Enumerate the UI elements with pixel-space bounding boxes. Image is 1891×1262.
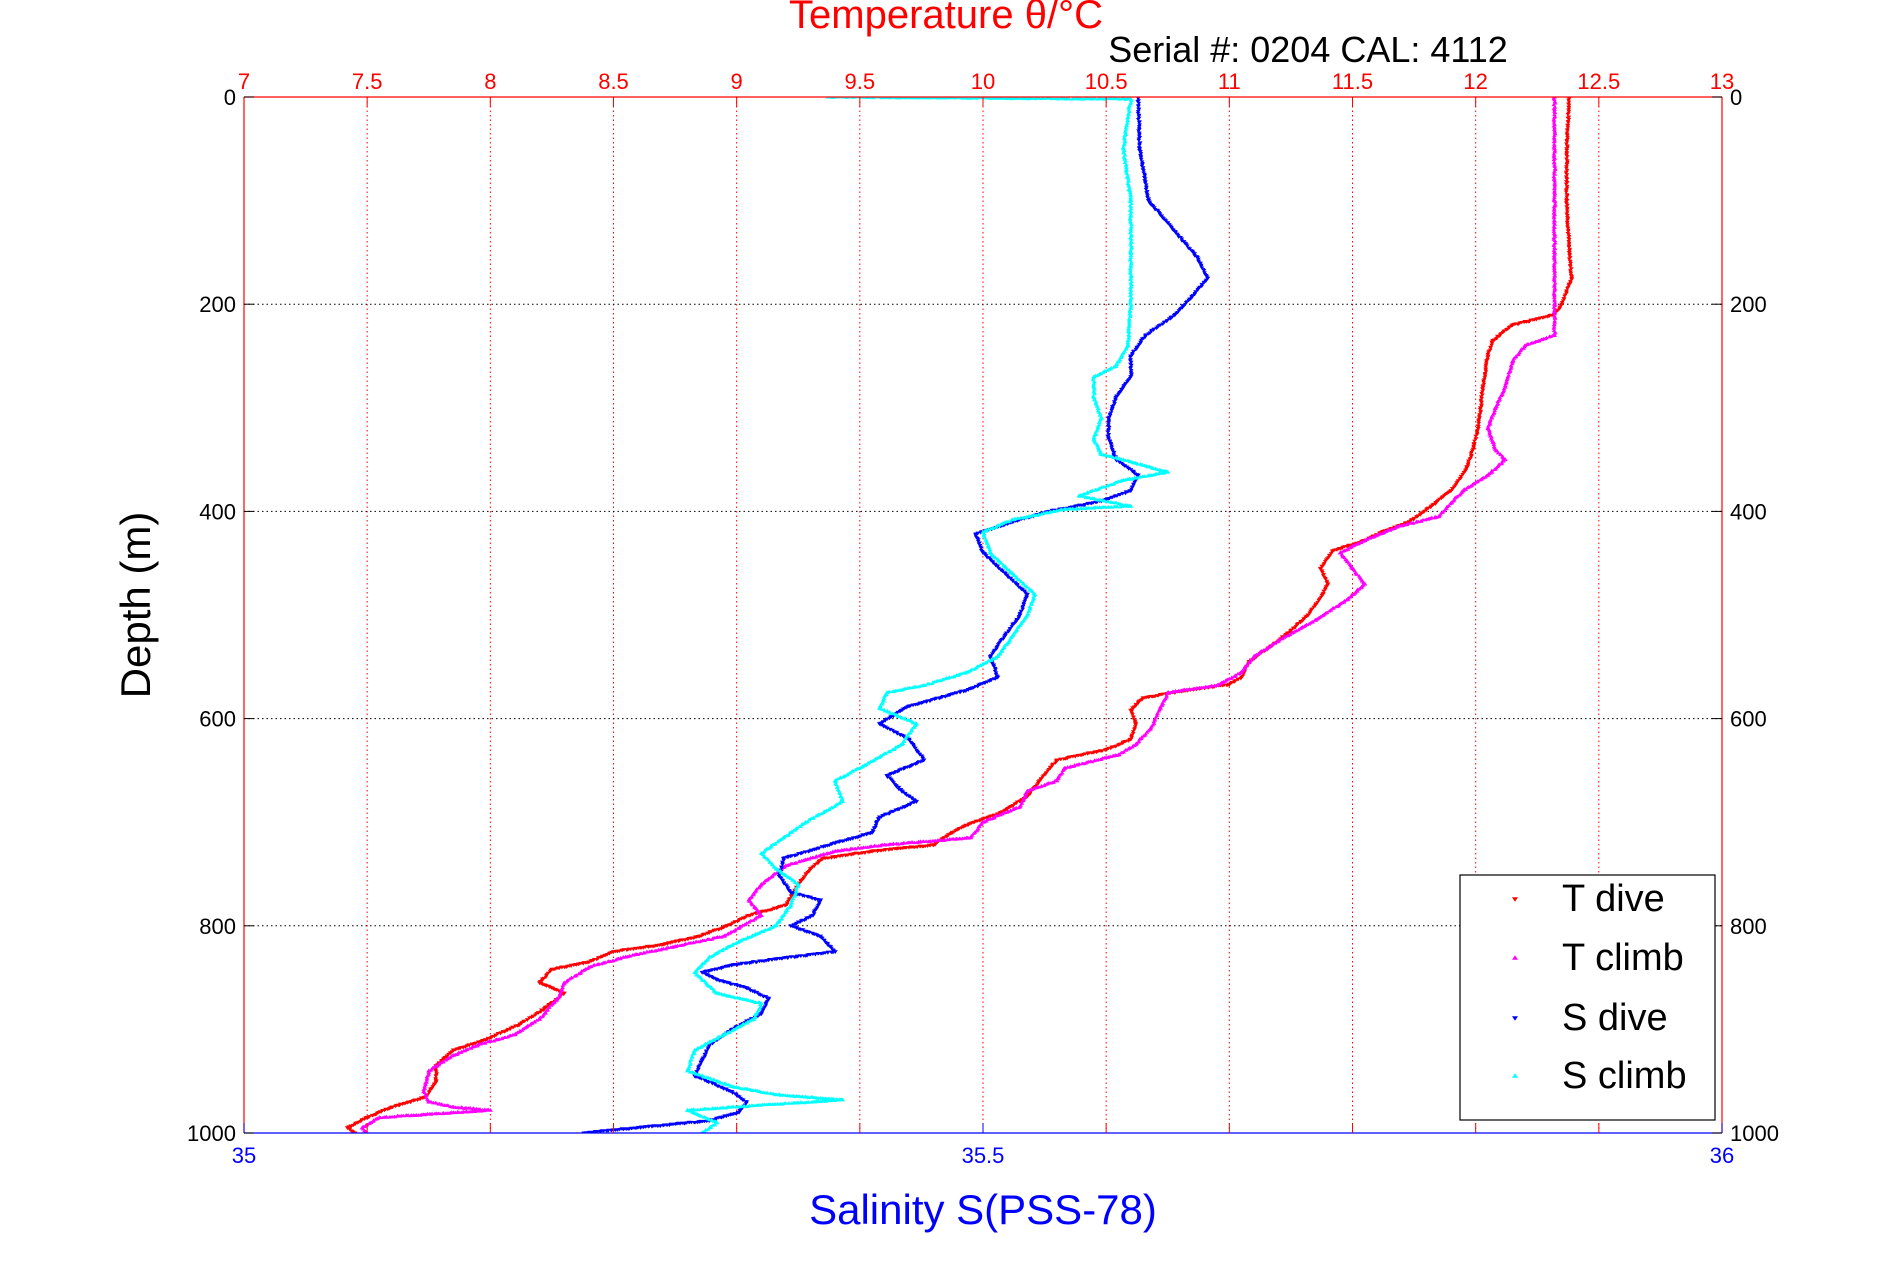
x-axis-label: Salinity S(PSS-78) xyxy=(809,1186,1157,1233)
bottom-tick-label: 36 xyxy=(1710,1143,1734,1168)
left-tick-label: 400 xyxy=(199,499,236,524)
top-tick-label: 7.5 xyxy=(352,69,383,94)
legend-label: T dive xyxy=(1562,878,1665,920)
top-tick-label: 8.5 xyxy=(598,69,629,94)
legend-label: S dive xyxy=(1562,997,1668,1039)
top-tick-label: 9.5 xyxy=(845,69,876,94)
right-tick-label: 800 xyxy=(1730,914,1767,939)
data-series xyxy=(344,97,1575,1133)
top-tick-label: 10.5 xyxy=(1085,69,1128,94)
series-s-climb xyxy=(684,97,1171,1133)
left-tick-label: 600 xyxy=(199,707,236,732)
series-markers xyxy=(581,97,1211,1133)
top-tick-label: 9 xyxy=(731,69,743,94)
bottom-axis-ticks: 35 35.5 36 xyxy=(232,1123,1734,1168)
chart-subtitle: Serial #: 0204 CAL: 4112 xyxy=(1108,29,1508,70)
top-tick-label: 11.5 xyxy=(1332,69,1373,94)
legend-label: T climb xyxy=(1562,937,1684,979)
legend-label: S climb xyxy=(1562,1055,1687,1097)
right-tick-label: 600 xyxy=(1730,707,1767,732)
series-s-dive xyxy=(581,97,1211,1133)
left-tick-label: 0 xyxy=(224,85,236,110)
top-axis-ticks: 7 7.5 8 8.5 9 9.5 10 10.5 11 11.5 12 12.5 13 xyxy=(238,69,1734,1133)
top-tick-label: 13 xyxy=(1710,69,1734,94)
series-markers xyxy=(684,97,1171,1133)
right-axis-ticks: 0 200 400 600 800 1000 xyxy=(1712,85,1779,1146)
legend-box xyxy=(1459,874,1716,1121)
bottom-tick-label: 35.5 xyxy=(962,1143,1005,1168)
top-tick-label: 11 xyxy=(1218,69,1241,94)
y-axis-label: Depth (m) xyxy=(112,512,159,699)
top-tick-label: 8 xyxy=(484,69,496,94)
top-tick-label: 12.5 xyxy=(1577,69,1620,94)
right-tick-label: 400 xyxy=(1730,499,1767,524)
top-tick-label: 12 xyxy=(1463,69,1487,94)
left-tick-label: 1000 xyxy=(187,1121,236,1146)
legend-marker-s-dive xyxy=(1512,1016,1518,1021)
left-tick-label: 200 xyxy=(199,292,236,317)
left-axis-ticks: 0 200 400 600 800 1000 xyxy=(187,85,254,1146)
top-tick-label: 7 xyxy=(238,69,250,94)
left-tick-label: 800 xyxy=(199,914,236,939)
bottom-tick-label: 35 xyxy=(232,1143,256,1168)
right-tick-label: 200 xyxy=(1730,292,1767,317)
grid-lines xyxy=(244,97,1722,1133)
legend: T dive T climb S dive S climb xyxy=(1459,874,1716,1121)
right-tick-label: 1000 xyxy=(1730,1121,1779,1146)
right-tick-label: 0 xyxy=(1730,85,1742,110)
legend-marker-s-climb xyxy=(1512,1073,1518,1078)
chart-title: Temperature θ/°C xyxy=(789,0,1103,37)
legend-marker-t-climb xyxy=(1512,955,1518,960)
top-tick-label: 10 xyxy=(971,69,995,94)
legend-marker-t-dive xyxy=(1512,897,1518,902)
